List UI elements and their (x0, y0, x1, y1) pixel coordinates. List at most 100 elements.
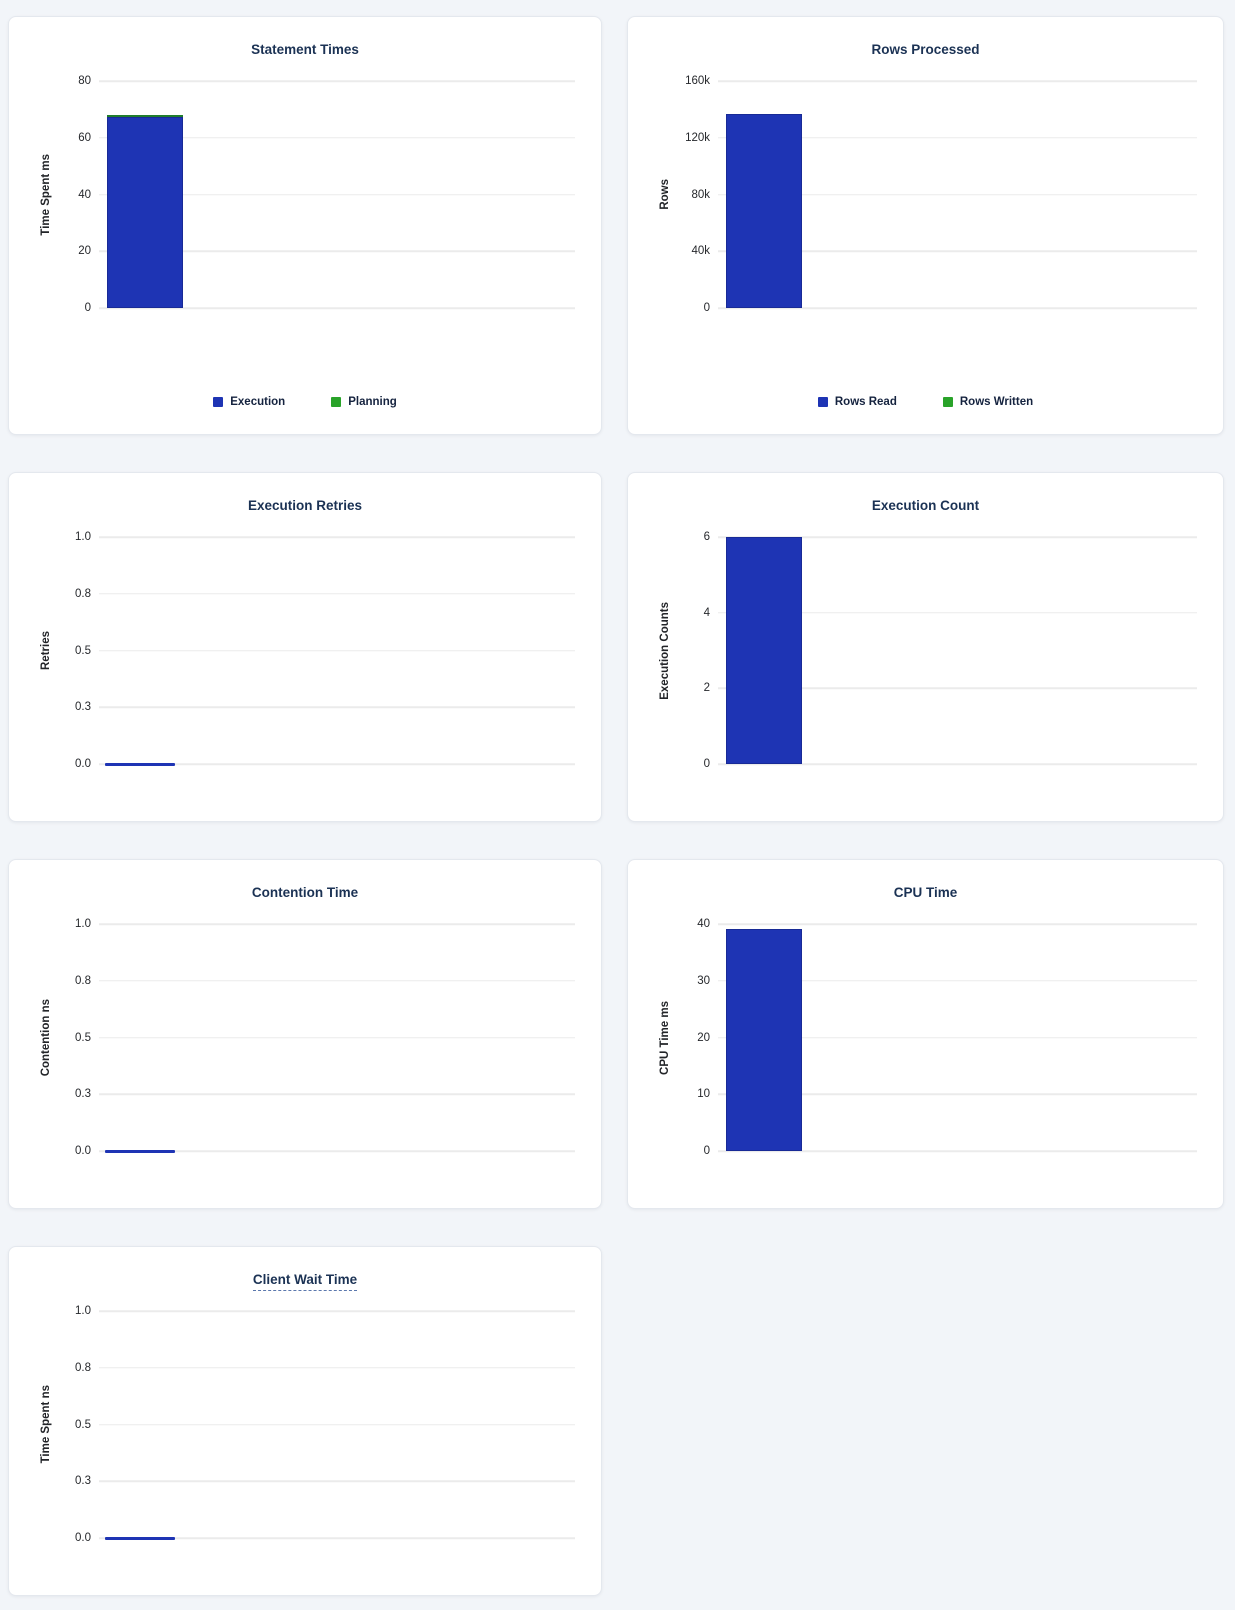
legend-label: Rows Read (834, 396, 897, 408)
chart-title-text: Execution Count (871, 498, 980, 513)
gridline (718, 687, 1197, 690)
gridline (718, 137, 1197, 139)
gridline (99, 307, 575, 309)
gridline (718, 80, 1197, 82)
bar-stack (726, 924, 802, 1151)
chart-plot: Retries 1.0 0.8 0.5 0.3 0.0 (35, 531, 575, 770)
y-tick-label: 40 (78, 188, 91, 201)
y-tick-label: 0.8 (75, 587, 91, 600)
gridline (718, 1036, 1197, 1039)
zero-value-bar (105, 1536, 175, 1540)
legend-swatch-icon (817, 397, 828, 407)
chart-plot: Contention ns 1.0 0.8 0.5 0.3 0.0 (35, 918, 575, 1157)
gridline (99, 980, 575, 982)
chart-plot: Execution Counts 6 4 2 0 (654, 531, 1197, 770)
legend-item-rows-read: Rows Read (817, 396, 897, 408)
y-tick-label: 40k (691, 245, 710, 258)
y-tick-label: 40 (697, 918, 710, 930)
gridline (718, 763, 1197, 765)
y-tick-label: 0.3 (75, 701, 91, 714)
y-axis: CPU Time ms (654, 924, 676, 1151)
bar-cpu-time (726, 928, 802, 1151)
gridline (718, 250, 1197, 252)
y-tick-label: 4 (703, 606, 710, 619)
gridline (718, 307, 1197, 309)
gridline (718, 923, 1197, 925)
gridline (718, 1093, 1197, 1095)
legend-item-rows-written: Rows Written (942, 396, 1034, 408)
y-tick-label: 0.0 (75, 758, 91, 770)
y-tick-label: 0 (703, 758, 710, 770)
gridline (99, 593, 575, 595)
y-tick-label: 0.5 (75, 1031, 91, 1044)
chart-card-contention-time: Contention Time Contention ns 1.0 0.8 0.5 0… (8, 859, 602, 1209)
zero-value-bar (105, 762, 175, 766)
gridline (718, 1150, 1197, 1152)
y-tick-label: 0 (84, 302, 91, 314)
y-tick-label: 0.5 (75, 644, 91, 657)
y-axis: Retries (35, 537, 57, 764)
plot-area (99, 536, 575, 766)
zero-value-bar (105, 1149, 175, 1153)
y-axis-label: CPU Time ms (659, 1000, 671, 1075)
gridline (718, 980, 1197, 982)
y-tick-label: 0.3 (75, 1475, 91, 1488)
bar-stack (107, 81, 183, 308)
plot-area (718, 80, 1197, 309)
y-tick-label: 20 (697, 1031, 710, 1044)
gridline (99, 1036, 575, 1039)
bar-rows-read (726, 113, 802, 308)
y-axis-ticks: 40 30 20 10 0 (676, 918, 716, 1157)
chart-title: Execution Retries (35, 497, 575, 515)
y-tick-label: 6 (703, 531, 710, 543)
chart-title: Execution Count (654, 497, 1197, 515)
y-axis-ticks: 1.0 0.8 0.5 0.3 0.0 (57, 1305, 97, 1544)
chart-title-text: Execution Retries (247, 498, 363, 513)
chart-title: Statement Times (35, 41, 575, 59)
chart-title-text: Rows Processed (871, 42, 980, 57)
legend-swatch-icon (942, 397, 953, 407)
bar-stack (726, 537, 802, 764)
chart-card-execution-retries: Execution Retries Retries 1.0 0.8 0.5 0.3 0.… (8, 472, 602, 822)
y-axis-ticks: 80 60 40 20 0 (57, 75, 97, 314)
y-tick-label: 1.0 (75, 531, 91, 543)
bar-stack (726, 81, 802, 308)
y-axis-ticks: 6 4 2 0 (676, 531, 716, 770)
y-tick-label: 0.8 (75, 1361, 91, 1374)
legend-label: Planning (348, 396, 397, 408)
gridline (718, 536, 1197, 538)
y-tick-label: 0.0 (75, 1145, 91, 1157)
y-tick-label: 1.0 (75, 1305, 91, 1317)
chart-title-text: CPU Time (893, 885, 958, 900)
legend-swatch-icon (331, 397, 342, 407)
chart-plot: Time Spent ms 80 60 40 20 0 (35, 75, 575, 314)
plot-area (99, 1310, 575, 1540)
chart-legend: Execution Planning (35, 396, 575, 408)
legend-label: Rows Written (959, 396, 1034, 408)
gridline (99, 536, 575, 538)
y-tick-label: 120k (685, 131, 710, 144)
chart-title: Contention Time (35, 884, 575, 902)
chart-title-text: Contention Time (251, 885, 359, 900)
y-tick-label: 0.8 (75, 974, 91, 987)
legend-swatch-icon (213, 397, 224, 407)
plot-area (99, 80, 575, 309)
chart-title-text tooltip-trigger[interactable]: Client Wait Time (252, 1272, 358, 1291)
gridline (99, 706, 575, 708)
gridline (99, 80, 575, 82)
chart-plot: Rows 160k 120k 80k 40k 0 (654, 75, 1197, 314)
y-axis: Time Spent ns (35, 1311, 57, 1538)
gridline (99, 1480, 575, 1482)
chart-card-statement-times: Statement Times Time Spent ms 80 60 40 20 0 … (8, 16, 602, 435)
gridline (99, 1310, 575, 1312)
chart-title: Rows Processed (654, 41, 1197, 59)
y-tick-label: 10 (697, 1088, 710, 1101)
chart-legend: Rows Read Rows Written (654, 396, 1197, 408)
y-tick-label: 160k (685, 75, 710, 87)
gridline (99, 193, 575, 196)
legend-item-execution: Execution (213, 396, 285, 408)
plot-area (718, 536, 1197, 765)
bar-execution (107, 116, 183, 308)
y-tick-label: 0.5 (75, 1418, 91, 1431)
